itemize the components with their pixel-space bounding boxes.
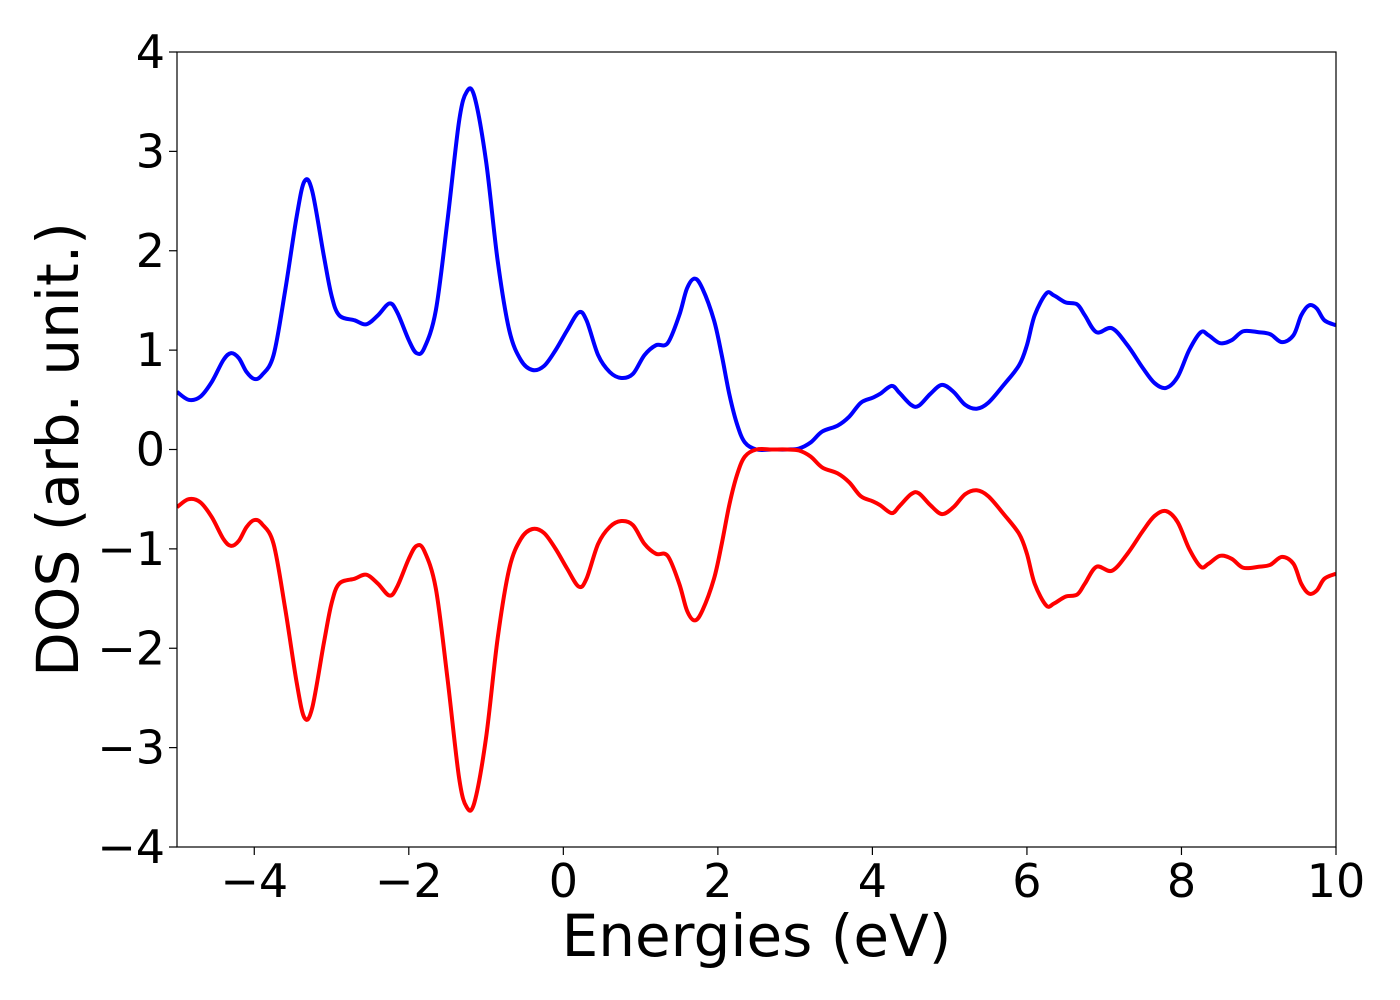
y-tick-label: 3 [136,124,165,178]
x-tick-label: −2 [375,854,443,908]
y-tick-label: 1 [136,323,165,377]
series-line-down [177,446,1336,813]
x-tick-label: 10 [1307,854,1366,908]
x-tick-label: 4 [858,854,887,908]
x-axis-label: Energies (eV) [562,902,952,970]
x-tick-label: 8 [1167,854,1196,908]
y-tick-label: 0 [136,423,165,477]
x-tick-label: 6 [1012,854,1041,908]
chart-lines [177,86,1336,813]
y-tick-label: −3 [97,721,165,775]
x-tick-label: −4 [220,854,288,908]
x-axis: −4 −2 0 2 4 6 8 10 [220,847,1365,908]
y-tick-label: 2 [136,224,165,278]
series-line-up [177,86,1336,453]
y-tick-label: −2 [97,621,165,675]
y-axis: −4 −3 −2 −1 0 1 2 3 4 [97,25,177,874]
y-tick-label: −1 [97,522,165,576]
y-axis-label: DOS (arb. unit.) [24,222,92,677]
y-tick-label: −4 [97,820,165,874]
x-tick-label: 2 [703,854,732,908]
y-tick-label: 4 [136,25,165,79]
x-tick-label: 0 [549,854,578,908]
